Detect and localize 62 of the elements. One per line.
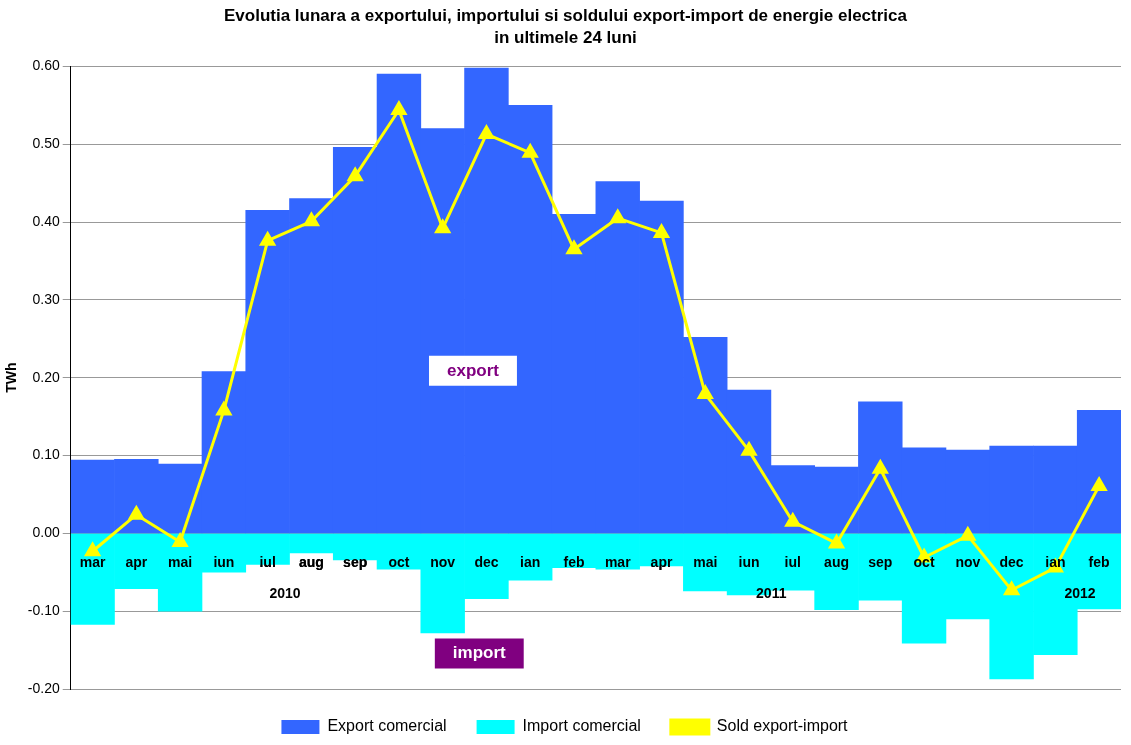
x-tick-label: nov	[430, 553, 456, 570]
x-tick-label: apr	[650, 553, 673, 570]
chart-subtitle: in ultimele 24 luni	[493, 27, 638, 49]
point	[741, 442, 757, 456]
x-tick-label: sep	[868, 553, 893, 570]
y-tick-label: 0.00	[32, 524, 60, 541]
y-tick-label: -0.20	[27, 679, 60, 696]
point	[260, 232, 276, 246]
annotation: 2011	[756, 585, 787, 602]
y-tick-label: 0.20	[32, 368, 60, 385]
chart-title: Evolutia lunara a exportului, importului si soldului export-import de energie electrica	[223, 5, 908, 27]
annotation: export	[446, 360, 500, 380]
y-tick-label: 0.60	[32, 57, 60, 74]
point	[85, 542, 101, 557]
point	[303, 212, 319, 227]
x-tick-label: mar	[79, 553, 106, 570]
x-tick-label: mai	[168, 553, 193, 570]
x-tick-label: aug	[824, 553, 849, 570]
legend-label: Import comercial	[522, 717, 641, 735]
x-tick-label: iun	[213, 553, 235, 570]
point	[785, 513, 801, 527]
x-tick-label: mai	[693, 553, 718, 570]
point	[828, 534, 845, 549]
annotation: import	[452, 643, 507, 663]
x-tick-label: iun	[738, 553, 760, 570]
x-tick-label: aug	[298, 553, 324, 570]
point	[216, 401, 232, 416]
y-tick-label: 0.50	[32, 135, 60, 152]
y-tick-label: 0.30	[32, 290, 60, 307]
point	[566, 240, 582, 255]
point	[960, 527, 976, 541]
x-tick-label: dec	[474, 553, 499, 570]
x-tick-label: feb	[1088, 553, 1110, 570]
point	[347, 167, 363, 182]
legend-label: Sold export-import	[716, 717, 849, 735]
point	[610, 209, 626, 224]
point	[697, 385, 713, 400]
x-tick-label: feb	[563, 553, 585, 570]
point	[522, 144, 538, 158]
legend-label: Export comercial	[327, 717, 447, 735]
point	[391, 101, 407, 115]
y-axis-title: TWh	[3, 362, 20, 393]
x-tick-label: apr	[125, 553, 148, 570]
x-tick-label: ian	[520, 553, 541, 570]
point	[1004, 581, 1020, 596]
point	[435, 219, 451, 234]
y-tick-label: 0.40	[32, 212, 60, 229]
y-tick-label: -0.10	[27, 602, 60, 619]
x-tick-label: dec	[999, 553, 1024, 570]
point	[653, 224, 670, 238]
annotation: 2012	[1064, 585, 1096, 602]
point	[478, 125, 495, 140]
x-tick-label: mar	[604, 553, 632, 570]
point	[172, 533, 188, 547]
annotation: 2010	[269, 585, 301, 602]
x-tick-label: oct	[388, 553, 410, 570]
point	[872, 460, 888, 474]
y-tick-label: 0.10	[32, 446, 60, 463]
x-tick-label: nov	[955, 553, 981, 570]
x-tick-label: iul	[784, 553, 801, 570]
point	[1091, 477, 1107, 491]
point	[128, 506, 144, 520]
